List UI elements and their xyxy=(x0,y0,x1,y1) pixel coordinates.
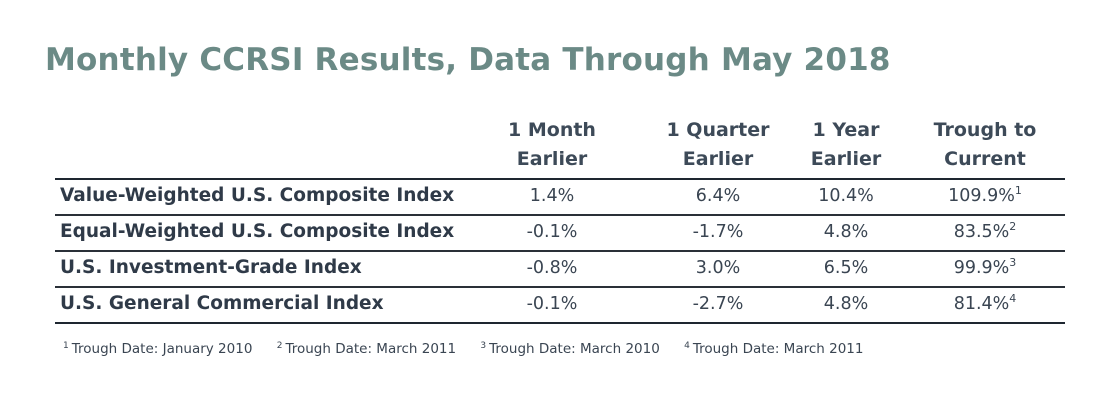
value-1-year: 10.4% xyxy=(818,186,874,206)
footnote-marker: 2 xyxy=(1009,220,1017,233)
trough-value: 81.4% xyxy=(953,294,1010,314)
table-row: U.S. Investment-Grade Index -0.8% 3.0% 6… xyxy=(55,252,1065,286)
row-label: Equal-Weighted U.S. Composite Index xyxy=(60,221,455,242)
results-table: 1 Month Earlier 1 Quarter Earlier 1 Year… xyxy=(55,116,1065,324)
column-header-1-month: 1 Month Earlier xyxy=(492,116,612,174)
trough-value: 109.9% xyxy=(948,186,1015,206)
column-header-line: 1 Year xyxy=(812,119,880,141)
value-1-month: -0.1% xyxy=(526,294,578,314)
footnote-number: 1 xyxy=(63,341,69,351)
value-trough: 99.9%3 xyxy=(905,256,1065,278)
value-trough: 81.4%4 xyxy=(905,292,1065,314)
table-row: U.S. General Commercial Index -0.1% -2.7… xyxy=(55,288,1065,322)
column-header-line: Current xyxy=(944,148,1026,170)
footnote: 2 Trough Date: March 2011 xyxy=(277,341,456,357)
footnote-number: 3 xyxy=(480,341,487,351)
row-divider xyxy=(55,250,1065,252)
trough-value: 83.5% xyxy=(953,222,1010,242)
footnotes: 1 Trough Date: January 2010 2 Trough Date:… xyxy=(63,341,883,357)
row-label: Value-Weighted U.S. Composite Index xyxy=(60,185,455,206)
column-header-1-year: 1 Year Earlier xyxy=(781,116,911,174)
value-1-quarter: 6.4% xyxy=(695,186,741,206)
row-label: U.S. Investment-Grade Index xyxy=(60,257,362,278)
footnote-text: Trough Date: March 2010 xyxy=(489,341,660,357)
value-1-year: 4.8% xyxy=(823,222,869,242)
footnote-marker: 1 xyxy=(1014,184,1022,197)
value-1-quarter: -1.7% xyxy=(692,222,744,242)
table-row: Value-Weighted U.S. Composite Index 1.4%… xyxy=(55,180,1065,214)
row-label: U.S. General Commercial Index xyxy=(60,293,384,314)
value-1-month: -0.1% xyxy=(526,222,578,242)
page-title: Monthly CCRSI Results, Data Through May … xyxy=(45,42,891,78)
column-header-trough: Trough to Current xyxy=(905,116,1065,174)
footnote-number: 4 xyxy=(684,341,690,351)
footnote: 4 Trough Date: March 2011 xyxy=(684,341,863,357)
header-divider xyxy=(55,178,1065,180)
table-header: 1 Month Earlier 1 Quarter Earlier 1 Year… xyxy=(55,116,1065,178)
column-header-line: Trough to xyxy=(933,119,1037,141)
value-1-month: -0.8% xyxy=(526,258,578,278)
table-bottom-rule xyxy=(55,322,1065,324)
column-header-line: Earlier xyxy=(682,148,754,170)
footnote: 1 Trough Date: January 2010 xyxy=(63,341,252,357)
table-row: Equal-Weighted U.S. Composite Index -0.1… xyxy=(55,216,1065,250)
footnote: 3 Trough Date: March 2010 xyxy=(480,341,659,357)
column-header-line: 1 Month xyxy=(508,119,596,141)
value-1-month: 1.4% xyxy=(529,186,575,206)
value-1-quarter: 3.0% xyxy=(695,258,741,278)
value-1-quarter: -2.7% xyxy=(692,294,744,314)
row-divider xyxy=(55,214,1065,216)
footnote-text: Trough Date: March 2011 xyxy=(285,341,457,357)
column-header-line: Earlier xyxy=(810,148,882,170)
value-1-year: 6.5% xyxy=(823,258,869,278)
footnote-text: Trough Date: March 2011 xyxy=(692,341,864,357)
column-header-line: 1 Quarter xyxy=(666,119,770,141)
column-header-1-quarter: 1 Quarter Earlier xyxy=(643,116,793,174)
footnote-marker: 4 xyxy=(1009,292,1017,305)
footnote-number: 2 xyxy=(276,341,283,351)
value-1-year: 4.8% xyxy=(823,294,869,314)
column-header-line: Earlier xyxy=(516,148,588,170)
footnote-marker: 3 xyxy=(1009,256,1017,269)
value-trough: 109.9%1 xyxy=(905,184,1065,206)
row-divider xyxy=(55,286,1065,288)
trough-value: 99.9% xyxy=(953,258,1010,278)
value-trough: 83.5%2 xyxy=(905,220,1065,242)
footnote-text: Trough Date: January 2010 xyxy=(71,341,253,357)
